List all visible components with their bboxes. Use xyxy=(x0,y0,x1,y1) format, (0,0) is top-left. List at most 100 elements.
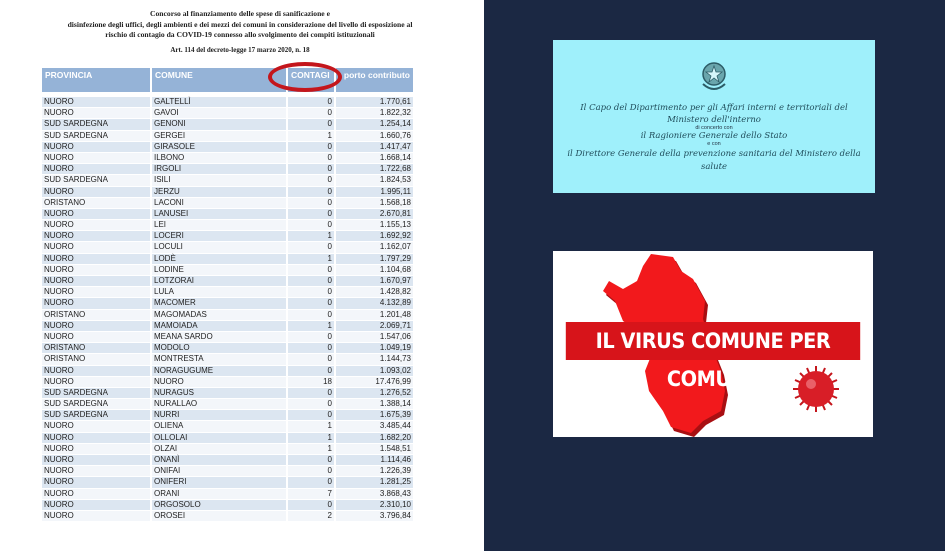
decree-line: salute xyxy=(700,162,728,172)
cell-comune: NURRI xyxy=(152,410,286,421)
cell-provincia: NUORO xyxy=(42,253,150,264)
table-row: NUORO NUORO 18 17.476,99 xyxy=(42,376,413,388)
cell-provincia: SUD SARDEGNA xyxy=(42,387,150,399)
cell-contributo: 1.201,48 xyxy=(336,309,413,320)
cell-contagi: 1 xyxy=(288,130,334,141)
table-row: SUD SARDEGNA NURALLAO 0 1.388,14 xyxy=(42,399,413,410)
cell-contributo: 1.660,76 xyxy=(336,130,413,141)
cell-contributo: 1.049,19 xyxy=(336,343,413,354)
cell-contagi: 0 xyxy=(288,220,334,231)
decree-line: Ministero dell'interno xyxy=(667,115,761,125)
cell-contagi: 0 xyxy=(288,343,334,354)
cell-comune: GALTELLÌ xyxy=(152,97,286,108)
cell-comune: GERGEI xyxy=(152,130,286,141)
cell-provincia: NUORO xyxy=(42,164,150,175)
decree-card: Il Capo del Dipartimento per gli Affari … xyxy=(553,40,875,193)
title-line: disinfezione degli uffici, degli ambient… xyxy=(67,19,413,29)
cell-comune: MAMOIADA xyxy=(152,320,286,331)
cell-contagi: 1 xyxy=(288,231,334,242)
document-title: Concorso al finanziamento delle spese di… xyxy=(40,9,440,41)
cell-comune: LODINE xyxy=(152,264,286,275)
cell-comune: GAVOI xyxy=(152,108,286,119)
cell-contributo: 4.132,89 xyxy=(336,298,413,309)
table-row: NUORO LODÈ 1 1.797,29 xyxy=(42,253,413,265)
table-row: NUORO LEI 0 1.155,13 xyxy=(42,220,413,231)
cell-contagi: 0 xyxy=(288,477,334,488)
table-body: NUORO GALTELLÌ 0 1.770,61 NUORO GAVOI 0 1.822,3… xyxy=(42,97,413,522)
decree-line: Il Capo del Dipartimento per gli Affari … xyxy=(580,103,848,113)
table-row: NUORO ILBONO 0 1.668,14 xyxy=(42,152,413,164)
table-row: NUORO OROSEI 2 3.796,84 xyxy=(42,510,413,522)
cell-contagi: 0 xyxy=(288,466,334,477)
table-row: NUORO OLIENA 1 3.485,44 xyxy=(42,421,413,432)
cell-contributo: 1.682,20 xyxy=(336,432,413,443)
cell-comune: JERZU xyxy=(152,186,286,197)
cell-provincia: NUORO xyxy=(42,208,150,220)
cell-comune: LULA xyxy=(152,287,286,298)
cell-provincia: NUORO xyxy=(42,331,150,343)
highlight-circle xyxy=(268,62,342,92)
table-row: SUD SARDEGNA GERGEI 1 1.660,76 xyxy=(42,130,413,142)
cell-contributo: 3.485,44 xyxy=(336,421,413,432)
cell-contributo: 1.668,14 xyxy=(336,152,413,164)
cell-comune: LEI xyxy=(152,220,286,231)
cell-contributo: 1.722,68 xyxy=(336,164,413,175)
headline-banner: IL VIRUS COMUNE PER COMUNE xyxy=(565,322,861,391)
title-line: Concorso al finanziamento delle spese di… xyxy=(150,9,330,18)
cell-comune: NURAGUS xyxy=(152,387,286,399)
cell-contributo: 1.692,92 xyxy=(336,231,413,242)
table-row: NUORO GAVOI 0 1.822,32 xyxy=(42,108,413,119)
table-row: NUORO GIRASOLE 0 1.417,47 xyxy=(42,141,413,153)
table-row: SUD SARDEGNA NURAGUS 0 1.276,52 xyxy=(42,387,413,399)
column-header-provincia: PROVINCIA xyxy=(42,68,150,92)
cell-contributo: 3.796,84 xyxy=(336,510,413,522)
cell-provincia: NUORO xyxy=(42,298,150,309)
cell-contributo: 1.162,07 xyxy=(336,242,413,253)
cell-contagi: 0 xyxy=(288,97,334,108)
cell-contributo: 1.547,06 xyxy=(336,331,413,343)
cell-contributo: 1.568,18 xyxy=(336,197,413,208)
table-row: NUORO LULA 0 1.428,82 xyxy=(42,287,413,298)
cell-provincia: NUORO xyxy=(42,466,150,477)
cell-contributo: 1.797,29 xyxy=(336,253,413,264)
cell-provincia: ORISTANO xyxy=(42,354,150,365)
cell-provincia: NUORO xyxy=(42,499,150,510)
decree-line: di concerto con xyxy=(695,125,733,131)
cell-contagi: 1 xyxy=(288,320,334,331)
cell-comune: OLZAI xyxy=(152,443,286,454)
cell-provincia: NUORO xyxy=(42,186,150,197)
cell-provincia: NUORO xyxy=(42,264,150,275)
cell-comune: OLIENA xyxy=(152,421,286,432)
cell-contagi: 0 xyxy=(288,331,334,343)
cell-contributo: 2.069,71 xyxy=(336,320,413,331)
cell-contributo: 1.226,39 xyxy=(336,466,413,477)
cell-contagi: 0 xyxy=(288,499,334,510)
cell-provincia: NUORO xyxy=(42,97,150,108)
table-row: NUORO ONIFERI 0 1.281,25 xyxy=(42,477,413,488)
table-row: NUORO IRGOLI 0 1.722,68 xyxy=(42,164,413,175)
table-row: ORISTANO MAGOMADAS 0 1.201,48 xyxy=(42,309,413,321)
cell-provincia: ORISTANO xyxy=(42,343,150,354)
table-row: SUD SARDEGNA ISILI 0 1.824,53 xyxy=(42,175,413,186)
table-row: ORISTANO MODOLO 0 1.049,19 xyxy=(42,343,413,354)
table-row: NUORO LODINE 0 1.104,68 xyxy=(42,264,413,276)
cell-comune: MONTRESTA xyxy=(152,354,286,365)
cell-contributo: 2.670,81 xyxy=(336,208,413,220)
cell-provincia: ORISTANO xyxy=(42,309,150,320)
cell-contagi: 1 xyxy=(288,432,334,443)
cell-contagi: 0 xyxy=(288,141,334,152)
table-row: NUORO ORANI 7 3.868,43 xyxy=(42,488,413,500)
cell-provincia: NUORO xyxy=(42,276,150,287)
cell-contributo: 1.822,32 xyxy=(336,108,413,119)
cell-contributo: 1.155,13 xyxy=(336,220,413,231)
cell-provincia: NUORO xyxy=(42,320,150,331)
cell-provincia: NUORO xyxy=(42,432,150,443)
cell-contagi: 0 xyxy=(288,175,334,186)
cell-comune: MAGOMADAS xyxy=(152,309,286,320)
cell-provincia: SUD SARDEGNA xyxy=(42,130,150,141)
cell-provincia: NUORO xyxy=(42,242,150,253)
table-row: NUORO MACOMER 0 4.132,89 xyxy=(42,298,413,309)
cell-contagi: 0 xyxy=(288,410,334,421)
cell-contagi: 0 xyxy=(288,186,334,197)
table-row: ORISTANO MONTRESTA 0 1.144,73 xyxy=(42,354,413,365)
